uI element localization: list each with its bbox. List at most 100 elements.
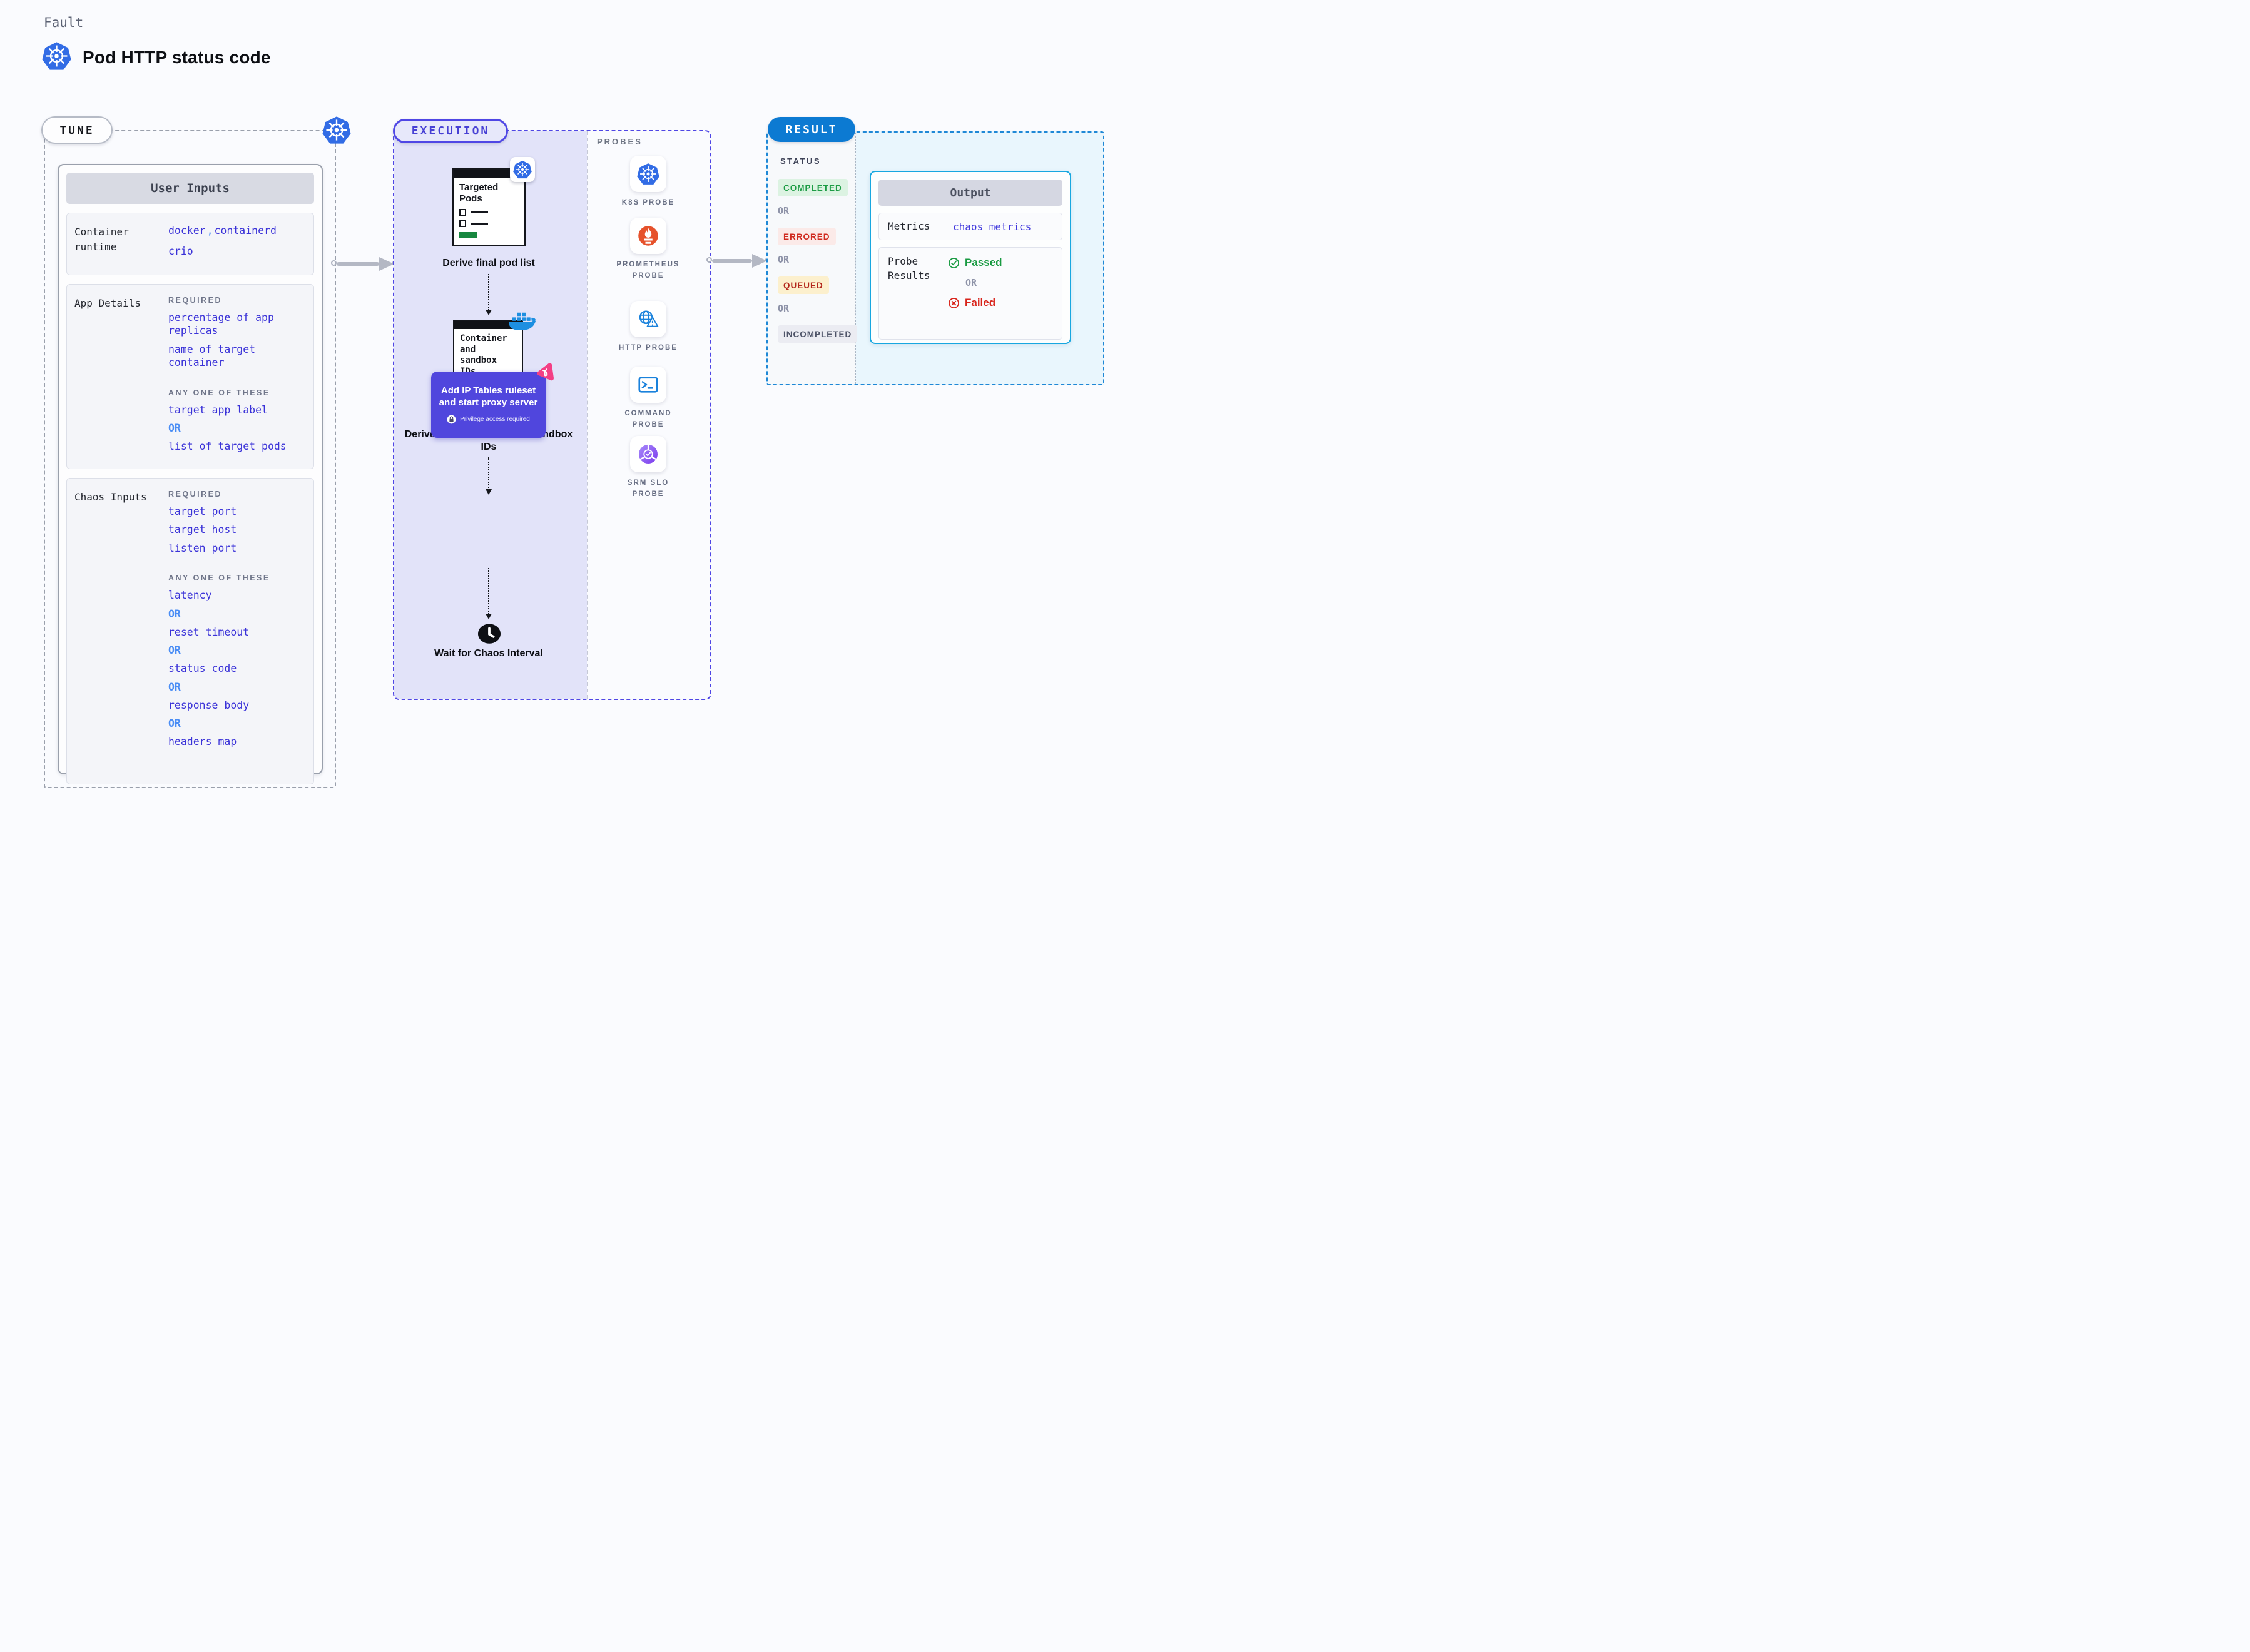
runtime-containerd: containerd xyxy=(214,225,277,236)
or-separator: OR xyxy=(778,303,790,314)
probe-label: SRM SLO PROBE xyxy=(627,479,669,498)
tune-to-execution-arrow xyxy=(331,257,398,271)
command-probe-icon xyxy=(630,367,666,403)
or-separator: OR xyxy=(168,422,181,435)
app-param: percentage of app replicas xyxy=(168,312,274,337)
chaos-param: response body xyxy=(168,699,250,711)
clock-icon xyxy=(477,623,501,644)
user-inputs-card: User Inputs Container runtime docker, con… xyxy=(58,164,323,784)
output-header: Output xyxy=(878,180,1062,206)
chaos-param: listen port xyxy=(168,542,237,554)
chaos-param: status code xyxy=(168,662,237,675)
checklist-row xyxy=(459,209,519,216)
output-card: Output Metrics chaos metrics Probe Resul… xyxy=(870,171,1071,344)
k8s-probe-icon xyxy=(630,156,666,192)
litmus-chaos-icon xyxy=(534,362,556,383)
any-one-heading: ANY ONE OF THESE xyxy=(168,574,270,583)
execution-badge: EXECUTION xyxy=(393,119,508,143)
probe-label: PROMETHEUS PROBE xyxy=(616,261,680,280)
diagram-canvas: Fault Pod HTTP status code TUNE User Inp… xyxy=(0,0,1125,826)
x-circle-icon xyxy=(949,297,959,308)
window-title-bar xyxy=(454,170,524,178)
or-separator: OR xyxy=(168,717,181,730)
iptables-action-box: Add IP Tables ruleset and start proxy se… xyxy=(431,372,546,438)
any-one-heading: ANY ONE OF THESE xyxy=(168,388,270,397)
or-separator: OR xyxy=(778,205,790,216)
status-badge-queued: QUEUED xyxy=(778,276,829,294)
status-badge-errored: ERRORED xyxy=(778,228,836,245)
runtime-docker: docker xyxy=(168,225,206,236)
execution-to-result-arrow xyxy=(706,254,771,268)
wait-chaos-interval-caption: Wait for Chaos Interval xyxy=(434,648,543,659)
container-runtime-label: Container runtime xyxy=(74,226,129,253)
or-separator: OR xyxy=(168,644,181,657)
kubernetes-icon xyxy=(42,41,71,71)
or-separator: OR xyxy=(778,254,790,265)
chaos-inputs-row: Chaos Inputs REQUIRED target port target… xyxy=(66,478,314,784)
app-details-label: App Details xyxy=(74,297,141,309)
derive-pod-list-caption: Derive final pod list xyxy=(442,258,535,268)
required-heading: REQUIRED xyxy=(168,490,222,499)
flow-arrow-down xyxy=(486,457,492,495)
prometheus-probe-icon xyxy=(630,218,666,254)
kubernetes-icon xyxy=(322,116,351,144)
progress-bar xyxy=(459,232,477,238)
k8s-probe: K8S PROBE xyxy=(612,156,685,209)
user-inputs-header: User Inputs xyxy=(66,173,314,204)
container-runtime-row: Container runtime docker, containerd crio xyxy=(66,213,314,275)
probes-heading: PROBES xyxy=(597,137,643,146)
probe-result-failed: Failed xyxy=(948,296,1002,309)
metrics-row: Metrics chaos metrics xyxy=(878,213,1062,240)
runtime-crio: crio xyxy=(168,245,193,257)
http-probe-icon xyxy=(630,301,666,337)
probe-label: K8S PROBE xyxy=(621,199,675,206)
app-param: target app label xyxy=(168,403,268,416)
docker-icon xyxy=(508,311,536,333)
chaos-param: target port xyxy=(168,505,237,517)
lock-icon xyxy=(447,415,456,424)
chaos-inputs-label: Chaos Inputs xyxy=(74,491,147,503)
or-separator: OR xyxy=(168,607,181,620)
chaos-param: latency xyxy=(168,589,212,602)
probe-label: COMMAND PROBE xyxy=(624,410,672,428)
app-param: list of target pods xyxy=(168,440,287,453)
container-sandbox-title: Container and sandbox IDs xyxy=(460,333,507,377)
result-badge: RESULT xyxy=(768,117,855,142)
window-title-bar xyxy=(454,321,522,329)
tune-section-box xyxy=(44,130,336,788)
privilege-note-text: Privilege access required xyxy=(460,415,530,423)
probe-result-passed: Passed xyxy=(948,256,1002,269)
prometheus-probe: PROMETHEUS PROBE xyxy=(612,218,685,282)
app-param: name of target container xyxy=(168,343,256,369)
required-heading: REQUIRED xyxy=(168,296,222,305)
privilege-note: Privilege access required xyxy=(447,415,530,424)
action-title: Add IP Tables ruleset and start proxy se… xyxy=(439,385,538,408)
page-title: Pod HTTP status code xyxy=(83,48,271,67)
probe-results-label: Probe Results xyxy=(888,255,930,282)
flow-arrow-down xyxy=(486,568,492,619)
checklist-row xyxy=(459,220,519,227)
flow-arrow-down xyxy=(486,274,492,315)
command-probe: COMMAND PROBE xyxy=(612,367,685,431)
chaos-param: target host xyxy=(168,524,237,536)
failed-text: Failed xyxy=(965,296,996,308)
passed-text: Passed xyxy=(965,256,1002,268)
srm-slo-probe: SRM SLO PROBE xyxy=(612,436,685,500)
srm-slo-probe-icon xyxy=(630,436,666,472)
status-heading: STATUS xyxy=(780,156,822,166)
or-separator: OR xyxy=(965,277,977,288)
targeted-pods-title: Targeted Pods xyxy=(459,182,499,204)
probe-label: HTTP PROBE xyxy=(619,344,678,352)
chaos-param: headers map xyxy=(168,736,237,748)
or-separator: OR xyxy=(168,681,181,693)
check-circle-icon xyxy=(949,257,959,268)
fault-kicker: Fault xyxy=(44,15,84,30)
app-details-row: App Details REQUIRED percentage of app r… xyxy=(66,284,314,469)
status-badge-incompleted: INCOMPLETED xyxy=(778,325,858,343)
kubernetes-icon xyxy=(510,157,535,182)
metrics-value: chaos metrics xyxy=(953,220,1032,233)
chaos-param: reset timeout xyxy=(168,626,250,638)
probe-results-row: Probe Results Passed OR Failed xyxy=(878,247,1062,340)
metrics-label: Metrics xyxy=(888,220,930,233)
probes-divider xyxy=(587,131,588,699)
